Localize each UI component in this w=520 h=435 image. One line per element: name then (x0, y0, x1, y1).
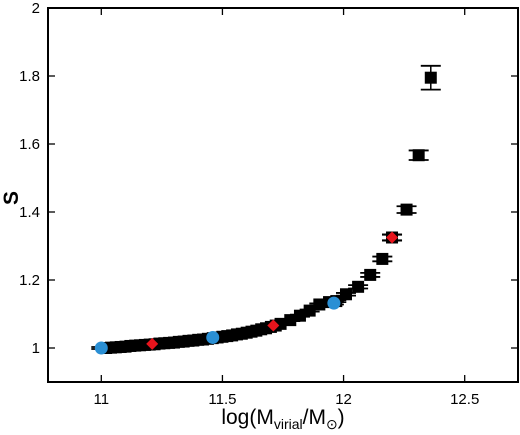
data-point (408, 149, 429, 162)
square-marker (412, 149, 425, 162)
data-point (202, 330, 223, 344)
diamond-marker (146, 337, 159, 350)
y-axis-label: S (0, 191, 23, 205)
x-tick-label: 12 (335, 391, 352, 408)
circle-marker (94, 341, 108, 355)
axis-ticks: 11 11.5 12 12.5 1 1.2 1.4 1.6 1.8 2 (19, 0, 518, 408)
data-point (420, 64, 441, 91)
square-marker (364, 268, 377, 281)
x-axis-label-end: ) (338, 406, 345, 429)
data-point (299, 304, 320, 317)
circle-marker (327, 296, 341, 310)
data-point (91, 341, 112, 355)
square-marker (339, 288, 352, 301)
data-point (396, 203, 417, 216)
square-marker (376, 252, 389, 265)
data-point (348, 280, 369, 293)
y-tick-label: 1.2 (19, 272, 40, 289)
x-tick-label: 11 (94, 391, 110, 408)
x-axis-label-sub: virial (274, 416, 303, 432)
x-tick-label: 12.5 (450, 391, 479, 408)
sun-symbol: ⊙ (326, 416, 338, 432)
y-tick-label: 1 (32, 340, 40, 357)
x-axis-label-mid: /M (303, 406, 326, 429)
square-marker (424, 71, 437, 84)
square-marker (303, 304, 316, 317)
circle-marker (206, 330, 220, 344)
data-point (372, 252, 393, 265)
diamond-marker (267, 319, 280, 332)
data-marks (91, 64, 441, 355)
x-axis-label: log(Mvirial/M⊙) (221, 406, 344, 432)
x-tick-label: 11.5 (208, 391, 236, 408)
y-tick-label: 1.8 (19, 68, 40, 85)
y-tick-label: 1.4 (19, 204, 40, 221)
square-marker (400, 203, 413, 216)
data-point (335, 288, 356, 301)
data-point (360, 268, 381, 281)
square-marker (293, 309, 306, 322)
data-point (263, 319, 284, 332)
y-tick-label: 1.6 (19, 136, 40, 153)
data-point (142, 337, 163, 350)
plot-frame (47, 7, 519, 383)
x-axis-label-base: log(M (221, 406, 274, 429)
data-point (382, 231, 403, 244)
data-point (289, 309, 310, 322)
y-tick-label: 2 (32, 0, 40, 17)
diamond-marker (386, 231, 399, 244)
square-marker (352, 280, 365, 293)
data-point (323, 296, 344, 310)
